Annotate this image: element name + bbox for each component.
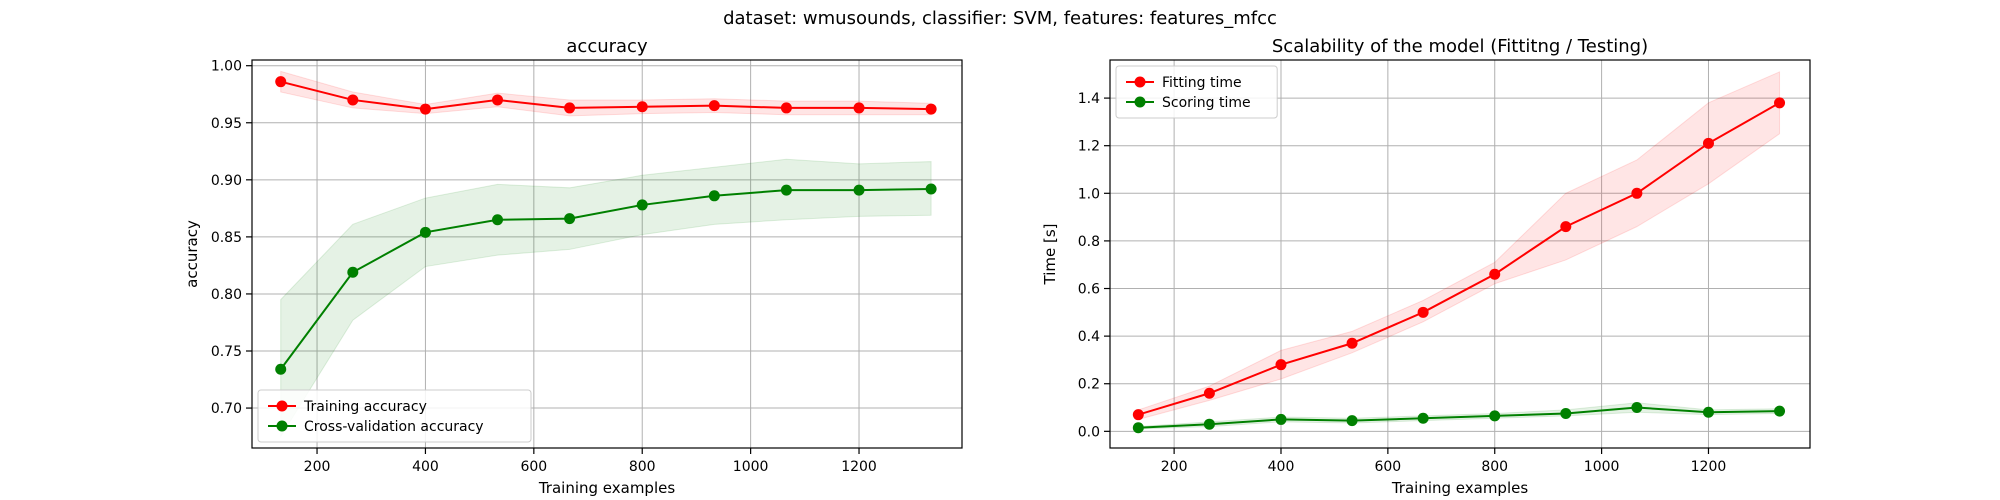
accuracy-series-0-point bbox=[492, 94, 504, 106]
accuracy-legend-marker-1 bbox=[276, 420, 288, 432]
accuracy-series-0-point bbox=[419, 103, 431, 115]
accuracy-series-0-point bbox=[347, 94, 359, 106]
accuracy-y-tick-label: 0.95 bbox=[211, 116, 242, 132]
accuracy-y-tick-label: 0.70 bbox=[211, 401, 242, 417]
accuracy-y-tick-label: 1.00 bbox=[211, 59, 242, 75]
scalability-x-tick-label: 200 bbox=[1161, 459, 1188, 475]
accuracy-series-0-point bbox=[708, 100, 720, 112]
scalability-series-0-point bbox=[1631, 187, 1643, 199]
accuracy-x-tick-label: 1000 bbox=[733, 459, 769, 475]
scalability-series-1-point bbox=[1346, 415, 1358, 427]
scalability-y-tick-label: 0.0 bbox=[1078, 424, 1100, 440]
accuracy-x-tick-label: 400 bbox=[412, 459, 439, 475]
scalability-series-line-0 bbox=[1138, 101, 1781, 416]
accuracy-series-1-point bbox=[708, 190, 720, 202]
accuracy-series-0-point bbox=[925, 103, 937, 115]
accuracy-legend-marker-0 bbox=[276, 400, 288, 412]
accuracy-x-tick-label: 200 bbox=[304, 459, 331, 475]
accuracy-x-axis-label: Training examples bbox=[538, 479, 676, 497]
accuracy-series-0-point bbox=[780, 102, 792, 114]
accuracy-series-0-point bbox=[564, 102, 576, 114]
accuracy-plot-area bbox=[275, 70, 937, 439]
scalability-y-tick-label: 0.8 bbox=[1078, 234, 1100, 250]
scalability-series-1-point bbox=[1489, 410, 1501, 422]
accuracy-legend-box bbox=[257, 389, 532, 443]
accuracy-series-1-point bbox=[564, 213, 576, 225]
accuracy-y-axis-label: accuracy bbox=[183, 220, 201, 288]
accuracy-y-tick-label: 0.75 bbox=[211, 344, 242, 360]
scalability-x-tick-label: 800 bbox=[1481, 459, 1508, 475]
accuracy-legend-label-1: Cross-validation accuracy bbox=[304, 419, 484, 435]
scalability-series-1-point bbox=[1560, 407, 1572, 419]
accuracy-series-0-point bbox=[275, 76, 287, 88]
accuracy-series-0-point bbox=[853, 102, 865, 114]
accuracy-series-1-point bbox=[347, 266, 359, 278]
scalability-x-tick-label: 1200 bbox=[1691, 459, 1727, 475]
scalability-band-0 bbox=[1137, 71, 1781, 421]
accuracy-band-0 bbox=[280, 70, 932, 117]
scalability-chart: 200 400 600 800 1000 1200 0.0 0.2 0.4 0.6 0.8 1.0 1.… bbox=[1041, 36, 1811, 497]
scalability-plot-area bbox=[1132, 71, 1786, 434]
scalability-series-1-point bbox=[1631, 402, 1643, 414]
scalability-series-1-point bbox=[1203, 418, 1215, 430]
accuracy-chart-title: accuracy bbox=[566, 36, 648, 57]
scalability-y-tick-label: 1.0 bbox=[1078, 186, 1100, 202]
scalability-chart-title: Scalability of the model (Fittitng / Tes… bbox=[1272, 36, 1648, 57]
accuracy-series-1-point bbox=[492, 214, 504, 226]
accuracy-legend: Training accuracy Cross-validation accura… bbox=[257, 389, 532, 443]
accuracy-x-tick-label: 600 bbox=[520, 459, 547, 475]
scalability-x-tick-label: 1000 bbox=[1584, 459, 1620, 475]
accuracy-x-tick-label: 800 bbox=[629, 459, 656, 475]
scalability-series-0-point bbox=[1417, 306, 1429, 318]
accuracy-series-line-0 bbox=[280, 80, 932, 111]
scalability-axes-frame bbox=[1109, 59, 1811, 449]
accuracy-x-tick-label: 1200 bbox=[841, 459, 877, 475]
accuracy-series-1-point bbox=[925, 183, 937, 195]
scalability-series-1-point bbox=[1774, 405, 1786, 417]
scalability-y-axis-label: Time [s] bbox=[1041, 224, 1059, 286]
scalability-y-tick-label: 0.4 bbox=[1078, 329, 1100, 345]
scalability-series-0-point bbox=[1132, 409, 1144, 421]
accuracy-series-1-point bbox=[419, 226, 431, 238]
scalability-series-0-point bbox=[1560, 221, 1572, 233]
accuracy-series-0-point bbox=[636, 101, 648, 113]
scalability-series-line-1 bbox=[1138, 406, 1780, 429]
accuracy-series-1-point bbox=[853, 184, 865, 196]
scalability-y-tick-label: 0.2 bbox=[1078, 377, 1100, 393]
scalability-legend-box bbox=[1115, 65, 1278, 119]
accuracy-y-tick-label: 0.80 bbox=[211, 287, 242, 303]
accuracy-series-line-1 bbox=[279, 187, 932, 370]
scalability-legend-marker-1 bbox=[1134, 96, 1146, 108]
scalability-series-1-point bbox=[1702, 406, 1714, 418]
scalability-y-tick-label: 1.2 bbox=[1078, 139, 1100, 155]
scalability-x-tick-label: 600 bbox=[1374, 459, 1401, 475]
accuracy-chart: 200 400 600 800 1000 1200 0.70 0.75 0.80 0.85 0.90… bbox=[183, 36, 963, 497]
scalability-series-0-point bbox=[1702, 137, 1714, 149]
scalability-y-tick-label: 1.4 bbox=[1078, 91, 1100, 107]
figure-suptitle: dataset: wmusounds, classifier: SVM, fea… bbox=[723, 8, 1277, 29]
scalability-series-0-point bbox=[1346, 337, 1358, 349]
scalability-series-1-point bbox=[1275, 413, 1287, 425]
scalability-series-0-point bbox=[1203, 387, 1215, 399]
scalability-legend-label-0: Fitting time bbox=[1162, 75, 1242, 91]
scalability-series-0-point bbox=[1275, 359, 1287, 371]
scalability-x-axis-label: Training examples bbox=[1391, 479, 1529, 497]
accuracy-legend-label-0: Training accuracy bbox=[303, 399, 427, 415]
scalability-series-0-point bbox=[1489, 268, 1501, 280]
scalability-series-1-point bbox=[1417, 412, 1429, 424]
accuracy-series-1-point bbox=[636, 199, 648, 211]
scalability-x-tick-label: 400 bbox=[1268, 459, 1295, 475]
accuracy-series-1-point bbox=[275, 363, 287, 375]
scalability-legend: Fitting time Scoring time bbox=[1115, 65, 1278, 119]
scalability-legend-label-1: Scoring time bbox=[1162, 95, 1251, 111]
accuracy-y-tick-label: 0.85 bbox=[211, 230, 242, 246]
scalability-series-1-point bbox=[1132, 422, 1144, 434]
accuracy-series-1-point bbox=[780, 184, 792, 196]
scalability-legend-marker-0 bbox=[1134, 76, 1146, 88]
scalability-y-tick-label: 0.6 bbox=[1078, 282, 1100, 298]
accuracy-axes-frame bbox=[251, 59, 963, 449]
scalability-series-0-point bbox=[1774, 97, 1786, 109]
accuracy-y-tick-label: 0.90 bbox=[211, 173, 242, 189]
